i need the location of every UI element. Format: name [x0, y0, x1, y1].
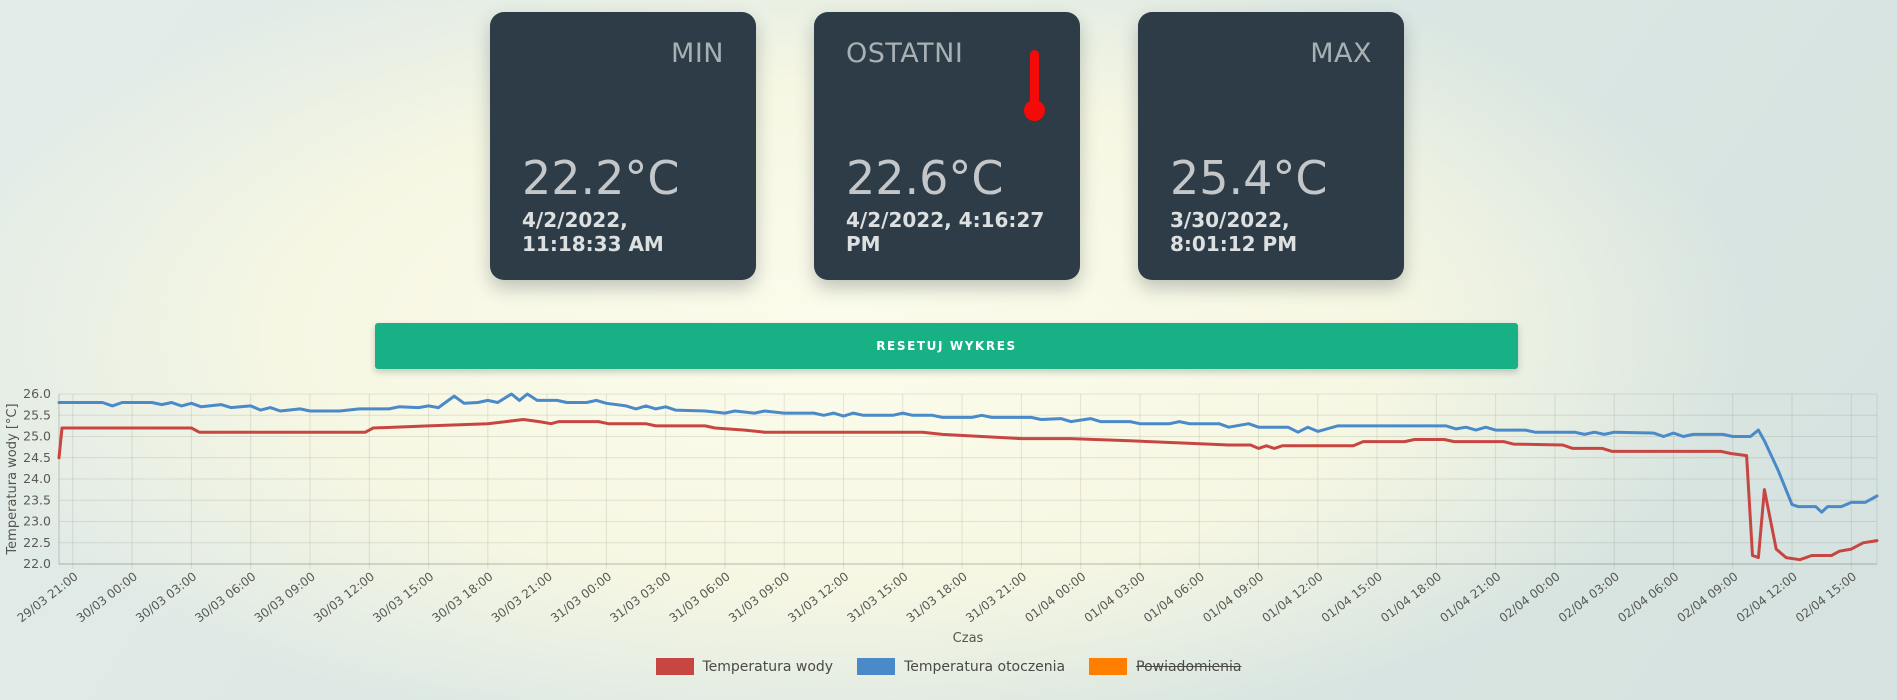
svg-text:24.0: 24.0: [23, 471, 51, 486]
min-card-value: 22.2°C: [522, 150, 680, 205]
svg-text:01/04 21:00: 01/04 21:00: [1437, 569, 1503, 625]
ambient-temperature-swatch: [857, 658, 896, 675]
legend-label: Temperatura wody: [702, 658, 834, 675]
svg-text:23.5: 23.5: [23, 492, 51, 507]
thermometer-stem: [1030, 50, 1039, 106]
notifications-swatch: [1089, 658, 1128, 675]
svg-text:30/03 12:00: 30/03 12:00: [311, 569, 377, 625]
max-card-title: MAX: [1310, 38, 1372, 69]
svg-text:01/04 09:00: 01/04 09:00: [1200, 569, 1266, 625]
svg-text:01/04 15:00: 01/04 15:00: [1319, 569, 1385, 625]
svg-text:30/03 09:00: 30/03 09:00: [252, 569, 318, 625]
svg-text:30/03 00:00: 30/03 00:00: [74, 569, 140, 625]
svg-text:02/04 15:00: 02/04 15:00: [1793, 569, 1859, 625]
thermometer-icon: [1024, 50, 1046, 134]
svg-text:02/04 03:00: 02/04 03:00: [1556, 569, 1622, 625]
svg-text:25.5: 25.5: [23, 407, 51, 422]
water-temperature-swatch: [655, 658, 694, 675]
max-temperature-card: MAX 25.4°C 3/30/2022, 8:01:12 PM: [1138, 12, 1404, 280]
chart-canvas[interactable]: Temperatura wody [°C] Czas 22.0 22.5 23.0 2…: [0, 380, 1897, 700]
svg-text:29/03 21:00: 29/03 21:00: [15, 569, 81, 625]
svg-text:24.5: 24.5: [23, 450, 51, 465]
svg-text:02/04 06:00: 02/04 06:00: [1615, 569, 1681, 625]
svg-text:01/04 12:00: 01/04 12:00: [1259, 569, 1325, 625]
legend-item-ambient-temperature[interactable]: Temperatura otoczenia: [857, 658, 1065, 675]
svg-text:31/03 00:00: 31/03 00:00: [548, 569, 614, 625]
svg-text:22.0: 22.0: [23, 556, 51, 571]
svg-text:31/03 15:00: 31/03 15:00: [845, 569, 911, 625]
last-card-title: OSTATNI: [846, 38, 964, 69]
svg-text:01/04 06:00: 01/04 06:00: [1141, 569, 1207, 625]
legend-item-notifications[interactable]: Powiadomienia: [1089, 658, 1242, 675]
max-card-value: 25.4°C: [1170, 150, 1328, 205]
legend-label: Temperatura otoczenia: [904, 658, 1066, 675]
min-card-timestamp: 4/2/2022, 11:18:33 AM: [522, 208, 664, 256]
y-axis-title: Temperatura wody [°C]: [5, 403, 20, 555]
svg-text:30/03 06:00: 30/03 06:00: [192, 569, 258, 625]
min-temperature-card: MIN 22.2°C 4/2/2022, 11:18:33 AM: [490, 12, 756, 280]
max-card-timestamp: 3/30/2022, 8:01:12 PM: [1170, 208, 1298, 256]
svg-text:30/03 03:00: 30/03 03:00: [133, 569, 199, 625]
legend-item-water-temperature[interactable]: Temperatura wody: [655, 658, 834, 675]
svg-text:01/04 03:00: 01/04 03:00: [1082, 569, 1148, 625]
svg-text:02/04 09:00: 02/04 09:00: [1674, 569, 1740, 625]
svg-text:30/03 18:00: 30/03 18:00: [430, 569, 496, 625]
last-card-value: 22.6°C: [846, 150, 1004, 205]
reset-chart-button[interactable]: RESETUJ WYKRES: [375, 323, 1518, 369]
svg-text:31/03 03:00: 31/03 03:00: [607, 569, 673, 625]
svg-text:31/03 09:00: 31/03 09:00: [726, 569, 792, 625]
svg-text:02/04 00:00: 02/04 00:00: [1497, 569, 1563, 625]
x-axis-title: Czas: [953, 631, 984, 646]
last-temperature-card: OSTATNI 22.6°C 4/2/2022, 4:16:27 PM: [814, 12, 1080, 280]
svg-text:22.5: 22.5: [23, 535, 51, 550]
temperature-chart[interactable]: Temperatura wody [°C] Czas 22.0 22.5 23.0 2…: [0, 380, 1897, 700]
svg-text:23.0: 23.0: [23, 514, 51, 529]
svg-text:30/03 21:00: 30/03 21:00: [489, 569, 555, 625]
svg-text:01/04 00:00: 01/04 00:00: [1022, 569, 1088, 625]
svg-text:31/03 06:00: 31/03 06:00: [667, 569, 733, 625]
min-card-title: MIN: [671, 38, 724, 69]
svg-text:31/03 21:00: 31/03 21:00: [963, 569, 1029, 625]
svg-text:31/03 18:00: 31/03 18:00: [904, 569, 970, 625]
svg-text:02/04 12:00: 02/04 12:00: [1734, 569, 1800, 625]
thermometer-bulb: [1024, 100, 1045, 121]
svg-text:25.0: 25.0: [23, 429, 51, 444]
svg-text:30/03 15:00: 30/03 15:00: [370, 569, 436, 625]
legend-label: Powiadomienia: [1136, 658, 1242, 675]
last-card-timestamp: 4/2/2022, 4:16:27 PM: [846, 208, 1045, 256]
svg-text:26.0: 26.0: [23, 386, 51, 401]
svg-text:31/03 12:00: 31/03 12:00: [785, 569, 851, 625]
svg-text:01/04 18:00: 01/04 18:00: [1378, 569, 1444, 625]
chart-legend: Temperatura wody Temperatura otoczenia P…: [0, 658, 1897, 675]
